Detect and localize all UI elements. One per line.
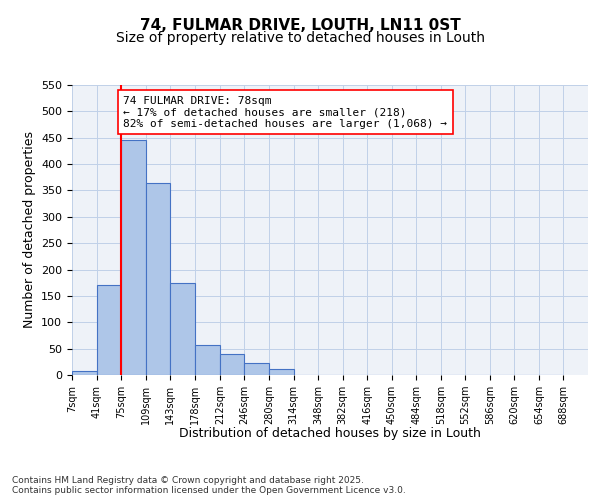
Bar [220,354,244,375]
Bar [121,140,146,375]
Text: Contains HM Land Registry data © Crown copyright and database right 2025.
Contai: Contains HM Land Registry data © Crown c… [12,476,406,495]
Bar [196,345,220,375]
Bar [170,282,194,375]
Bar [244,364,269,375]
Y-axis label: Number of detached properties: Number of detached properties [23,132,35,328]
Bar [97,286,121,375]
Text: Size of property relative to detached houses in Louth: Size of property relative to detached ho… [115,31,485,45]
Bar [72,371,97,375]
Bar [146,182,170,375]
Text: 74 FULMAR DRIVE: 78sqm
← 17% of detached houses are smaller (218)
82% of semi-de: 74 FULMAR DRIVE: 78sqm ← 17% of detached… [123,96,447,128]
X-axis label: Distribution of detached houses by size in Louth: Distribution of detached houses by size … [179,427,481,440]
Bar [269,368,293,375]
Text: 74, FULMAR DRIVE, LOUTH, LN11 0ST: 74, FULMAR DRIVE, LOUTH, LN11 0ST [140,18,460,32]
